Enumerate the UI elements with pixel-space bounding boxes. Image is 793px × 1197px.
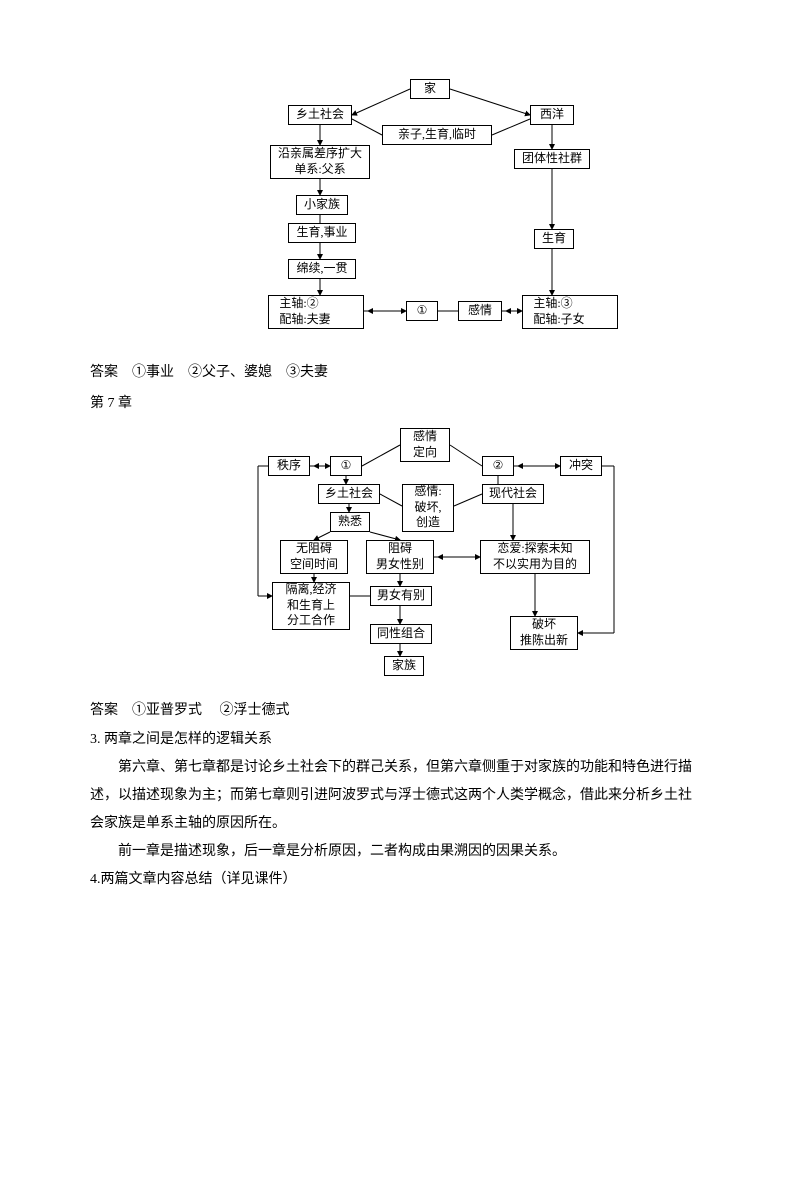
d2-node-emotionbreak: 感情: 破坏, 创造 [402,484,454,532]
d1-node-smallfamily: 小家族 [296,195,348,215]
d1-node-center: ① [406,301,438,321]
d2-node-gender: 阻碍 男女性别 [366,540,434,574]
d2-node-family: 家族 [384,656,424,676]
d2-node-male: 男女有别 [370,586,432,606]
d2-node-blank1: ① [330,456,362,476]
d1-node-home: 家 [410,79,450,99]
d1-node-continuity: 绵续,一贯 [288,259,356,279]
heading-3: 3. 两章之间是怎样的逻辑关系 [0,726,793,754]
answer-2: 答案 ①亚普罗式 ②浮士德式 [0,696,793,727]
answer-1: 答案 ①事业 ②父子、婆媳 ③夫妻 [0,358,793,389]
d1-node-kinship: 沿亲属差序扩大 单系:父系 [270,145,370,179]
d2-node-separate: 隔离,经济 和生育上 分工合作 [272,582,350,630]
d2-node-conflict: 冲突 [560,456,602,476]
d1-node-emotion: 感情 [458,301,502,321]
d1-node-rightaxis: 主轴:③ 配轴:子女 [522,295,618,329]
d2-node-modern: 现代社会 [482,484,544,504]
d1-node-birth: 生育 [534,229,574,249]
d2-node-space: 无阻碍 空间时间 [280,540,348,574]
d1-node-group: 团体性社群 [514,149,590,169]
d1-node-leftaxis: 主轴:② 配轴:夫妻 [268,295,364,329]
paragraph-2: 前一章是描述现象，后一章是分析原因，二者构成由果溯因的因果关系。 [0,838,793,866]
heading-4: 4.两篇文章内容总结（详见课件） [0,866,793,894]
d1-node-birth-career: 生育,事业 [288,223,356,243]
d2-node-destroy: 破坏 推陈出新 [510,616,578,650]
d2-node-rural: 乡土社会 [318,484,380,504]
d2-node-familiar: 熟悉 [330,512,370,532]
d2-node-samesex: 同性组合 [370,624,432,644]
d2-node-blank2: ② [482,456,514,476]
chapter-7-title: 第 7 章 [0,389,793,420]
d2-node-order: 秩序 [268,456,310,476]
diagram-1: 家 乡土社会 西洋 亲子,生育,临时 沿亲属差序扩大 单系:父系 团体性社群 小… [230,75,630,350]
d1-node-midtop: 亲子,生育,临时 [382,125,492,145]
diagram-2: 感情 定向 秩序 ① ② 冲突 乡土社会 感情: 破坏, 创造 现代社会 熟悉 … [230,426,630,686]
d1-node-west: 西洋 [530,105,574,125]
paragraph-1: 第六章、第七章都是讨论乡土社会下的群己关系，但第六章侧重于对家族的功能和特色进行… [0,754,793,838]
d1-node-rural: 乡土社会 [288,105,352,125]
d2-node-topemotion: 感情 定向 [400,428,450,462]
d2-node-love: 恋爱:探索未知 不以实用为目的 [480,540,590,574]
